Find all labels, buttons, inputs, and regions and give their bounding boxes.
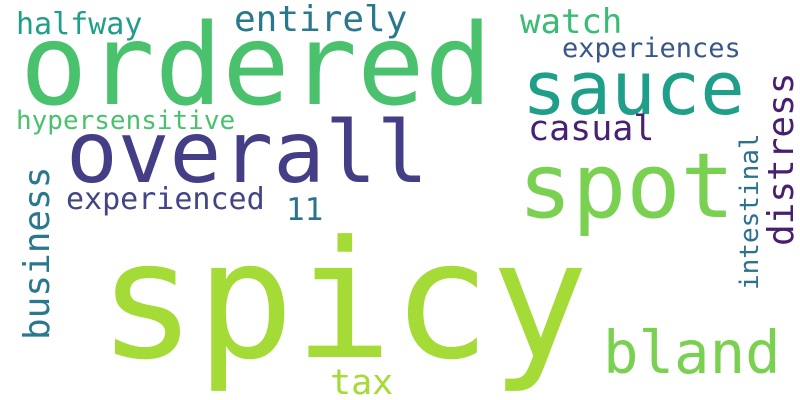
word-casual: casual bbox=[528, 109, 655, 149]
word-entirely: entirely bbox=[234, 0, 408, 40]
word-halfway: halfway bbox=[16, 7, 143, 42]
word-bland: bland bbox=[603, 318, 781, 387]
word-sauce: sauce bbox=[522, 46, 745, 132]
word-spicy: spicy bbox=[98, 207, 589, 396]
word-business: business bbox=[17, 166, 58, 340]
word-watch: watch bbox=[520, 2, 623, 42]
word-11: 11 bbox=[286, 192, 324, 228]
word-experiences: experiences bbox=[562, 33, 741, 64]
word-hypersensitive: hypersensitive bbox=[16, 106, 236, 136]
word-ordered: ordered bbox=[20, 1, 493, 131]
word-intestinal: intestinal bbox=[735, 133, 765, 290]
word-overall: overall bbox=[66, 103, 429, 203]
word-distress: distress bbox=[761, 72, 800, 246]
word-experienced: experienced bbox=[66, 182, 265, 217]
word-tax: tax bbox=[330, 363, 394, 400]
word-spot: spot bbox=[518, 134, 735, 239]
